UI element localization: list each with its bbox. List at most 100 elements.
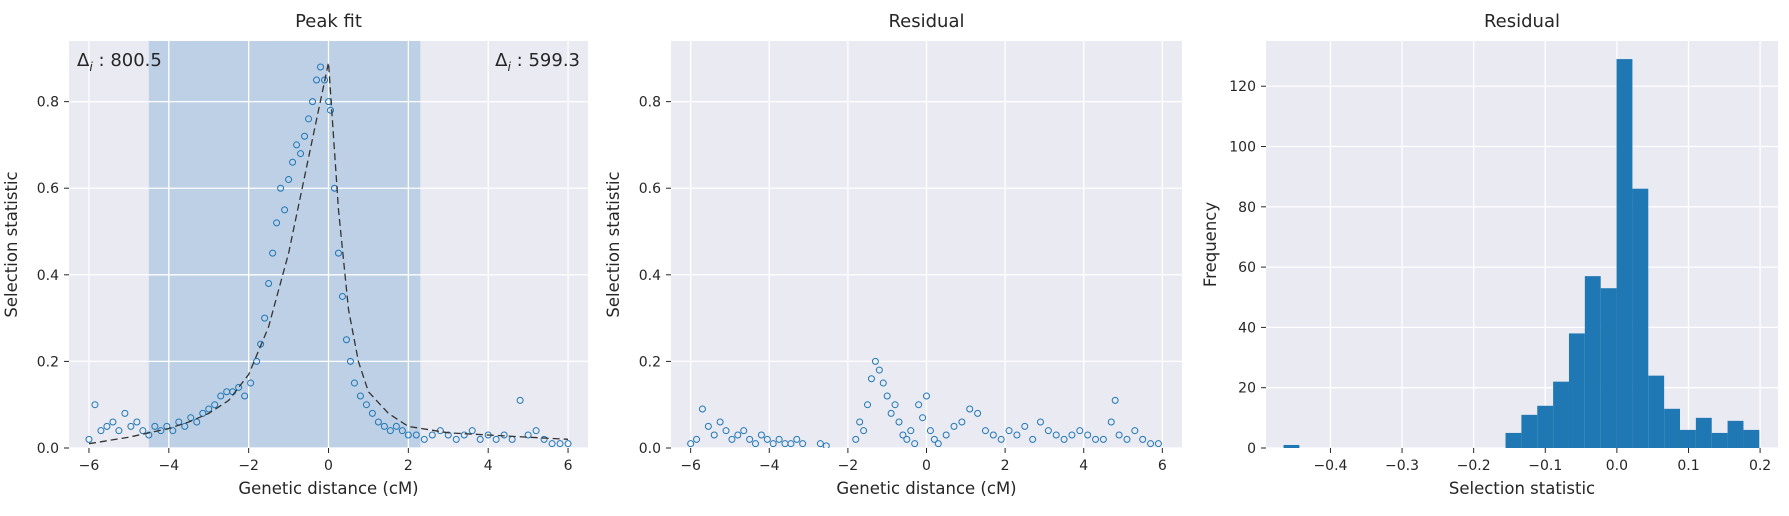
data-point	[915, 401, 923, 409]
x-tick-label: 6	[1158, 458, 1167, 474]
data-point	[398, 427, 406, 435]
x-tick-label: 0.2	[1749, 458, 1771, 474]
data-point	[926, 427, 934, 435]
delta-value: : 599.3	[511, 50, 580, 71]
data-point	[895, 418, 903, 426]
data-point	[930, 435, 938, 443]
data-point	[556, 440, 564, 448]
y-tick-label: 120	[1229, 79, 1256, 95]
data-point	[891, 401, 899, 409]
data-point	[313, 76, 321, 84]
data-point	[923, 392, 930, 400]
y-tick-label: 0.6	[639, 181, 661, 197]
data-point	[253, 357, 261, 365]
data-point	[958, 418, 966, 426]
y-axis-label: Selection statistic	[604, 171, 623, 317]
data-point	[981, 427, 989, 435]
data-point	[1076, 427, 1084, 435]
data-point	[492, 435, 500, 443]
data-point	[1099, 435, 1107, 443]
data-point	[1115, 431, 1123, 439]
x-tick-label: −2	[238, 458, 259, 474]
data-point	[326, 106, 334, 114]
data-point	[247, 379, 255, 387]
y-axis-label: Selection statistic	[2, 171, 21, 317]
data-point	[1123, 435, 1131, 443]
data-point	[404, 431, 412, 439]
x-tick-label: −0.3	[1385, 458, 1419, 474]
data-point	[704, 422, 712, 430]
y-axis-label: Frequency	[1201, 202, 1220, 287]
data-point	[883, 392, 891, 400]
data-point	[1111, 396, 1119, 404]
data-point	[380, 422, 388, 430]
data-point	[564, 440, 572, 448]
data-point	[903, 435, 911, 443]
delta-subscript: i	[89, 59, 93, 74]
plot-area	[1266, 41, 1778, 448]
data-point	[775, 435, 783, 443]
data-point	[871, 357, 879, 365]
data-point	[734, 431, 742, 439]
data-point	[899, 431, 907, 439]
data-point	[966, 405, 974, 413]
x-axis-label: Genetic distance (cM)	[836, 479, 1016, 498]
data-point	[752, 440, 760, 448]
histogram-bar	[1600, 288, 1617, 448]
data-point	[1021, 422, 1029, 430]
histogram-bar	[1648, 375, 1665, 448]
data-layer	[85, 62, 572, 448]
data-point	[974, 409, 982, 417]
data-point	[864, 401, 872, 409]
data-point	[305, 115, 313, 123]
x-tick-label: 2	[1001, 458, 1010, 474]
data-point	[356, 392, 364, 400]
histogram-bar	[1537, 405, 1554, 448]
x-tick-label: 4	[484, 458, 493, 474]
x-tick-label: −6	[79, 458, 100, 474]
data-point	[907, 427, 915, 435]
data-point	[911, 440, 919, 448]
histogram-bar	[1505, 432, 1522, 448]
x-tick-label: 0.0	[1606, 458, 1628, 474]
x-tick-label: 6	[564, 458, 573, 474]
data-point	[374, 418, 382, 426]
histogram-bar	[1743, 429, 1760, 448]
y-tick-label: 0	[1247, 441, 1256, 457]
data-point	[277, 184, 285, 192]
histogram-bar	[1568, 333, 1585, 448]
panel-title: Residual	[1484, 11, 1560, 32]
data-point	[109, 418, 117, 426]
x-tick-label: −2	[838, 458, 859, 474]
data-point	[281, 206, 289, 214]
delta-symbol: Δ	[77, 50, 90, 71]
y-tick-label: 0.4	[37, 268, 59, 284]
histogram-bar	[1727, 420, 1744, 448]
data-point	[265, 279, 273, 287]
fitted-curve	[88, 62, 569, 445]
data-point	[460, 431, 468, 439]
data-point	[500, 431, 508, 439]
data-point	[746, 435, 754, 443]
data-point	[346, 357, 354, 365]
data-layer	[687, 357, 1162, 448]
x-tick-label: −6	[680, 458, 701, 474]
data-point	[145, 431, 153, 439]
panel-title: Residual	[888, 11, 964, 32]
data-point	[740, 427, 748, 435]
panel-residual-histogram: −0.4 −0.3 −0.2 −0.1 0.0 0.1 0.2 0 20 40 60 80 100 120…	[1201, 11, 1778, 498]
data-point	[1084, 431, 1092, 439]
data-point	[127, 422, 135, 430]
data-point	[444, 431, 452, 439]
data-point	[289, 158, 297, 166]
data-point	[1036, 418, 1044, 426]
x-axis-label: Genetic distance (cM)	[238, 479, 418, 498]
data-point	[386, 427, 394, 435]
data-point	[211, 401, 219, 409]
data-point	[524, 431, 532, 439]
data-point	[103, 422, 111, 430]
data-point	[199, 409, 207, 417]
data-point	[787, 440, 795, 448]
data-point	[139, 427, 147, 435]
